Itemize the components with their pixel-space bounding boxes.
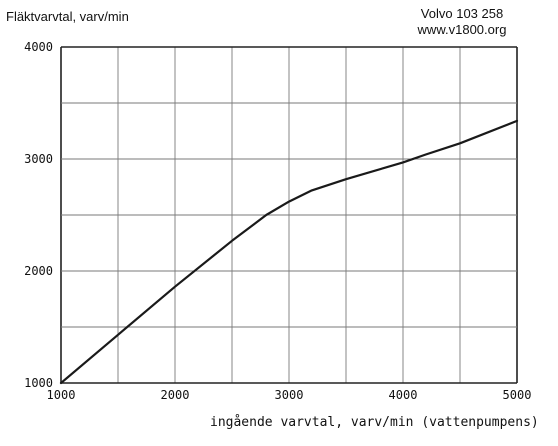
annotation-line-2: www.v1800.org xyxy=(417,22,507,37)
series xyxy=(59,119,519,385)
x-tick-label-2: 3000 xyxy=(275,388,304,402)
annotation-line-1: Volvo 103 258 xyxy=(421,6,503,21)
x-tick-label-3: 4000 xyxy=(389,388,418,402)
x-tick-label-4: 5000 xyxy=(503,388,532,402)
y-tick-label-3: 4000 xyxy=(24,40,53,54)
tick-labels: 1000 2000 3000 4000 5000 1000 2000 3000 4000 xyxy=(24,40,531,402)
y-axis-label: Fläktvarvtal, varv/min xyxy=(6,9,129,24)
y-tick-label-1: 2000 xyxy=(24,264,53,278)
x-tick-label-1: 2000 xyxy=(161,388,190,402)
x-tick-label-0: 1000 xyxy=(47,388,76,402)
grid xyxy=(60,46,518,384)
y-tick-label-0: 1000 xyxy=(24,376,53,390)
x-axis-label: ingående varvtal, varv/min (vattenpumpen… xyxy=(210,415,539,430)
series-line-0 xyxy=(59,119,519,385)
y-tick-label-2: 3000 xyxy=(24,152,53,166)
